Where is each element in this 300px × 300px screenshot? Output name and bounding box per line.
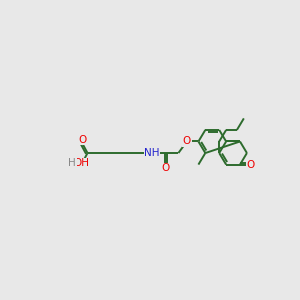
Text: O: O: [183, 136, 191, 146]
Text: O: O: [78, 135, 86, 145]
Text: OH: OH: [74, 158, 89, 168]
Text: O: O: [247, 160, 255, 170]
Text: H: H: [68, 158, 76, 168]
Text: O: O: [161, 164, 170, 173]
Text: NH: NH: [145, 148, 160, 158]
